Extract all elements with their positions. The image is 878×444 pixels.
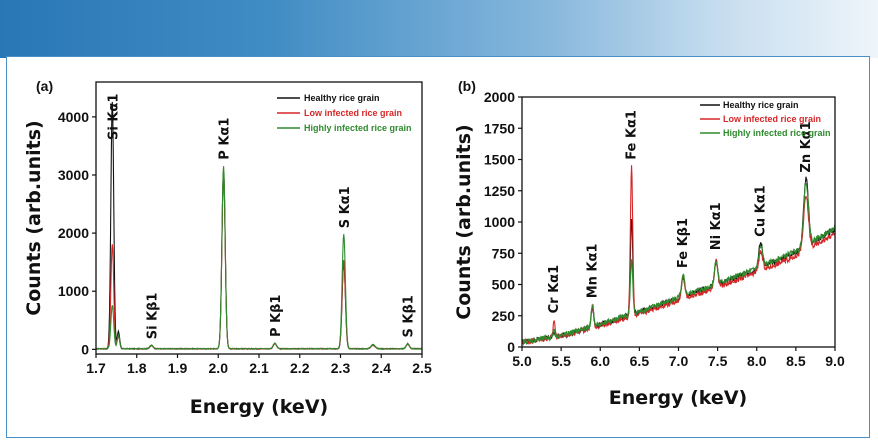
x-tick-label: 2.1 — [249, 360, 269, 376]
x-tick-label: 7.5 — [708, 353, 728, 369]
peak-label-s-kβ1: S Kβ1 — [402, 295, 417, 337]
panel-b: (b) 5.0 5.5 6.0 6.5 7.0 7.5 8.0 8.5 9.0 0 250 500 75… — [453, 78, 845, 409]
peak-label-fe-kα1: Fe Kα1 — [625, 110, 640, 160]
x-tick-label: 6.0 — [591, 353, 611, 369]
y-tick-label: 1750 — [484, 120, 515, 136]
peak-label-cu-kα1: Cu Kα1 — [754, 185, 769, 236]
panel-b-legend: Healthy rice grain Low infected rice gra… — [700, 100, 831, 138]
y-tick-label: 750 — [492, 245, 516, 261]
x-tick-label: 5.0 — [512, 353, 532, 369]
figure-frame — [6, 56, 870, 438]
y-tick-label: 4000 — [58, 109, 89, 125]
peak-label-cr-kα1: Cr Kα1 — [547, 265, 562, 314]
y-tick-label: 250 — [492, 308, 516, 324]
y-tick-label: 2000 — [58, 225, 89, 241]
y-tick-label: 0 — [81, 341, 89, 357]
x-tick-label: 8.5 — [786, 353, 806, 369]
x-tick-label: 1.8 — [127, 360, 147, 376]
x-tick-label: 2.5 — [412, 360, 432, 376]
x-tick-label: 1.9 — [168, 360, 188, 376]
panel-a-ylabel: Counts (arb.units) — [23, 120, 45, 315]
x-tick-label: 9.0 — [825, 353, 845, 369]
x-tick-label: 6.5 — [630, 353, 650, 369]
x-tick-label: 2.0 — [209, 360, 229, 376]
panel-b-ylabel: Counts (arb.units) — [453, 124, 475, 319]
legend-b-healthy: Healthy rice grain — [723, 100, 799, 110]
y-tick-label: 1000 — [58, 283, 89, 299]
legend-b-low: Low infected rice grain — [723, 114, 821, 124]
x-tick-label: 2.4 — [372, 360, 392, 376]
x-tick-label: 8.0 — [747, 353, 767, 369]
peak-label-s-kα1: S Kα1 — [338, 186, 353, 228]
peak-label-zn-kα1: Zn Kα1 — [799, 121, 814, 172]
legend-a-healthy: Healthy rice grain — [304, 93, 380, 103]
legend-a-low: Low infected rice grain — [304, 108, 402, 118]
x-tick-label: 5.5 — [551, 353, 571, 369]
peak-label-p-kα1: P Kα1 — [218, 118, 233, 160]
peak-label-si-kβ1: Si Kβ1 — [145, 293, 160, 340]
y-tick-label: 1250 — [484, 183, 515, 199]
panel-a-label: (a) — [36, 78, 53, 94]
peak-label-fe-kβ1: Fe Kβ1 — [676, 218, 691, 268]
x-tick-label: 1.7 — [86, 360, 106, 376]
b-series-low-infected — [521, 165, 836, 347]
header-banner — [0, 0, 878, 58]
panel-a-xlabel: Energy (keV) — [190, 396, 328, 418]
legend-a-high: Highly infected rice grain — [304, 123, 412, 133]
x-tick-label: 2.2 — [290, 360, 310, 376]
legend-b-high: Highly infected rice grain — [723, 128, 831, 138]
y-tick-label: 2000 — [484, 89, 515, 105]
peak-label-ni-kα1: Ni Kα1 — [709, 202, 724, 250]
y-tick-label: 0 — [507, 339, 515, 355]
b-series-highly-infected — [521, 181, 836, 345]
panel-a: (a) 1.7 1.8 1.9 2.0 2.1 2.2 2.3 2.4 2.5 0 1000 2000… — [23, 78, 432, 418]
x-tick-label: 7.0 — [669, 353, 689, 369]
peak-label-p-kβ1: P Kβ1 — [269, 295, 284, 337]
peak-label-si-kα1: Si Kα1 — [106, 94, 121, 140]
panel-b-label: (b) — [458, 78, 476, 94]
panel-b-xlabel: Energy (keV) — [609, 387, 747, 409]
x-tick-label: 2.3 — [331, 360, 351, 376]
y-tick-label: 1000 — [484, 214, 515, 230]
a-series-highly-infected — [95, 166, 423, 351]
y-tick-label: 1500 — [484, 152, 515, 168]
y-tick-label: 500 — [492, 277, 516, 293]
peak-label-mn-kα1: Mn Kα1 — [585, 244, 600, 299]
y-tick-label: 3000 — [58, 167, 89, 183]
panel-a-legend: Healthy rice grain Low infected rice gra… — [277, 93, 412, 133]
